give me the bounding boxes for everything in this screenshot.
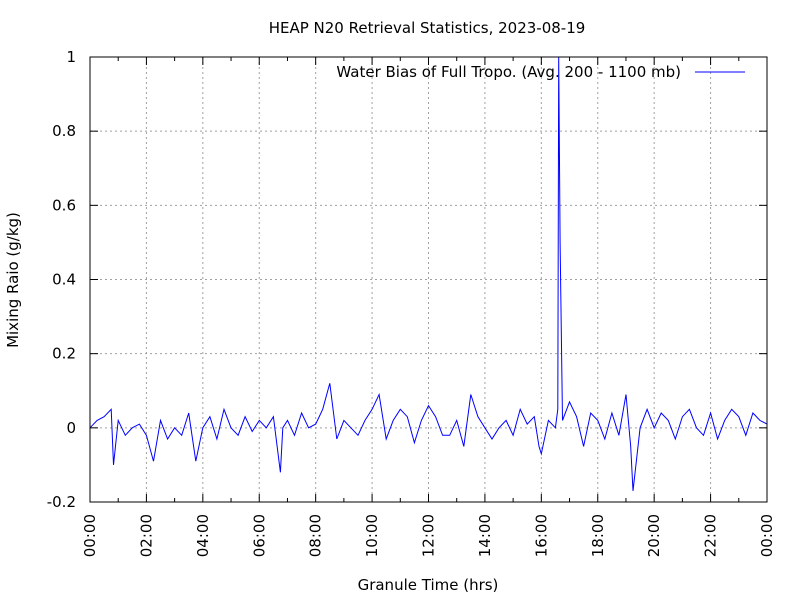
x-tick-label: 18:00 [589, 514, 607, 557]
x-tick-label: 00:00 [758, 514, 776, 557]
x-tick-label: 14:00 [476, 514, 494, 557]
y-axis-title: Mixing Raio (g/kg) [4, 212, 22, 348]
y-tick-label: -0.2 [47, 493, 76, 511]
y-tick-label: 0 [66, 419, 76, 437]
x-tick-label: 12:00 [420, 514, 438, 557]
y-tick-label: 0.8 [52, 122, 76, 140]
x-tick-label: 06:00 [250, 514, 268, 557]
x-axis-labels: 00:00 02:00 04:00 06:00 08:00 10:00 12:00 14:00… [81, 514, 776, 557]
legend-label: Water Bias of Full Tropo. (Avg. 200 - 11… [336, 63, 681, 81]
x-tick-label: 08:00 [307, 514, 325, 557]
series-line [89, 56, 768, 491]
x-axis-title: Granule Time (hrs) [358, 576, 499, 594]
y-tick-label: 0.2 [52, 345, 76, 363]
y-tick-label: 0.4 [52, 271, 76, 289]
x-tick-label: 20:00 [645, 514, 663, 557]
x-tick-label: 10:00 [363, 514, 381, 557]
x-tick-label: 16:00 [532, 514, 550, 557]
chart-title: HEAP N20 Retrieval Statistics, 2023-08-1… [269, 19, 586, 37]
x-tick-label: 22:00 [702, 514, 720, 557]
x-tick-label: 02:00 [137, 514, 155, 557]
x-tick-label: 04:00 [194, 514, 212, 557]
x-tick-label: 00:00 [81, 514, 99, 557]
y-tick-label: 1 [66, 48, 76, 66]
legend: Water Bias of Full Tropo. (Avg. 200 - 11… [336, 63, 745, 81]
axis-ticks [89, 56, 768, 503]
y-axis-labels: -0.2 0 0.2 0.4 0.6 0.8 1 [47, 48, 76, 511]
series-layer [89, 56, 768, 491]
y-tick-label: 0.6 [52, 196, 76, 214]
